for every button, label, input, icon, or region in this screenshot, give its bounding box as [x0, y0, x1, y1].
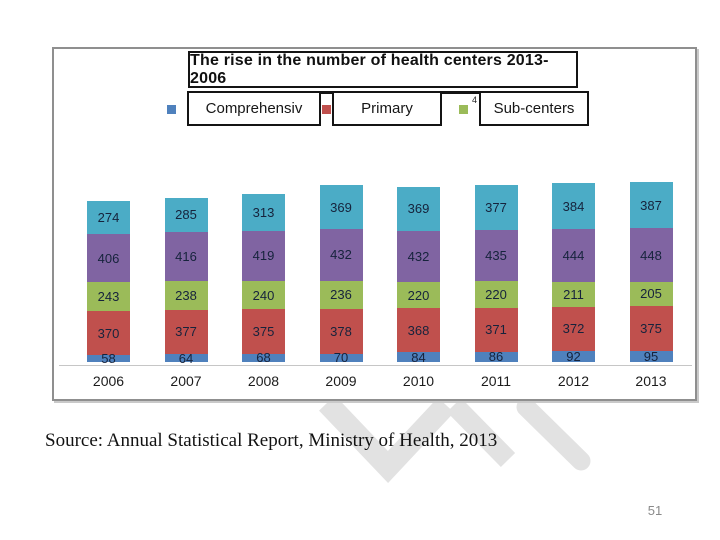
bar-segment: 377	[164, 309, 208, 355]
bar-segment: 419	[242, 230, 285, 281]
x-axis-tick-label: 2010	[402, 373, 435, 389]
bar-segment: 371	[474, 307, 518, 352]
legend-label-comprehensive: Comprehensiv	[205, 100, 303, 117]
x-axis-tick-label: 2007	[170, 373, 202, 389]
legend-label-primary: Primary	[361, 100, 413, 117]
legend-swatch-primary	[322, 105, 331, 114]
bar-segment: 211	[552, 281, 595, 307]
bar-segment: 378	[319, 308, 363, 354]
bar-segment: 369	[397, 186, 440, 231]
bar-segment: 375	[242, 309, 285, 354]
bar-segment: 274	[87, 201, 130, 234]
bar-segment: 406	[87, 233, 130, 283]
bar-segment: 368	[397, 308, 440, 353]
bar-segment: 435	[474, 229, 518, 282]
chart-frame: The rise in the number of health centers…	[52, 47, 697, 401]
bar-segment: 416	[164, 231, 208, 282]
bar-segment: 444	[552, 228, 595, 282]
bar-segment: 372	[552, 306, 595, 352]
source-text: Source: Annual Statistical Report, Minis…	[45, 430, 498, 451]
bar-segment: 68	[242, 351, 285, 365]
bar-segment: 377	[474, 184, 518, 230]
bar-segment: 448	[629, 228, 673, 282]
bar-segment: 369	[319, 185, 363, 230]
bar-segment: 375	[629, 306, 673, 351]
bar-segment: 387	[629, 182, 673, 229]
x-axis-tick-label: 2013	[635, 373, 667, 389]
bar-segment: 432	[319, 229, 363, 281]
bar-segment: 243	[87, 282, 130, 312]
x-axis-tick-label: 2011	[480, 373, 512, 389]
x-axis-tick-label: 2008	[247, 373, 280, 389]
legend-item-subcenters: Sub-centers	[479, 93, 589, 126]
legend-swatch-subcenters	[459, 105, 468, 114]
x-axis-tick-label: 2006	[92, 373, 125, 389]
legend-item-comprehensive: Comprehensiv	[187, 93, 321, 126]
bar-segment: 285	[164, 197, 208, 232]
chart-title: The rise in the number of health centers…	[190, 51, 549, 87]
stacked-bar-2010: 84 368 220 432 369	[397, 186, 440, 364]
stacked-bar-2007: 64 377 238 416 285	[164, 197, 208, 364]
bar-segment: 313	[242, 193, 285, 231]
bar-segment: 370	[87, 311, 130, 356]
checkmark-watermark	[319, 395, 591, 484]
stacked-bar-2012: 92 372 211 444 384	[552, 183, 595, 363]
bar-segment: 64	[164, 352, 208, 364]
stacked-bar-2009: 70 378 236 432 369	[319, 185, 363, 365]
stacked-bar-2011: 86 371 220 435 377	[474, 184, 518, 364]
bar-segment: 70	[319, 351, 363, 365]
legend-label-subcenters: Sub-centers	[493, 100, 575, 117]
stacked-bar-2008: 68 375 240 419 313	[242, 193, 285, 365]
bar-segment: 220	[397, 282, 440, 309]
stacked-bar-2013: 95 375 205 448 387	[629, 182, 673, 363]
bar-segment: 238	[164, 281, 208, 310]
bar-segment: 220	[474, 281, 518, 308]
bar-segment: 240	[242, 280, 285, 310]
page-number: 51	[647, 503, 663, 518]
bar-segment: 432	[397, 230, 440, 283]
legend-swatch-comprehensive	[167, 105, 176, 114]
bar-segment: 236	[319, 280, 363, 309]
x-axis-tick-label: 2009	[325, 373, 357, 389]
legend-artifact-text: 4	[472, 95, 478, 105]
bar-segment: 92	[552, 350, 595, 363]
plot-area: 58 370 243 406 274 2006 64 377 238 416 285 2007 68 37…	[54, 49, 695, 399]
chart-title-box: The rise in the number of health centers…	[188, 51, 578, 88]
bar-segment: 58	[87, 352, 130, 365]
bar-segment: 95	[629, 350, 673, 363]
x-axis-tick-label: 2012	[557, 373, 590, 389]
x-axis-line	[59, 365, 692, 366]
bar-segment: 384	[552, 183, 595, 229]
bar-segment: 86	[474, 350, 518, 364]
bar-segment: 84	[397, 351, 440, 364]
bar-segment: 205	[629, 281, 673, 307]
legend-top-border	[187, 91, 589, 94]
legend-item-primary: Primary	[332, 93, 442, 126]
stacked-bar-2006: 58 370 243 406 274	[87, 201, 130, 365]
